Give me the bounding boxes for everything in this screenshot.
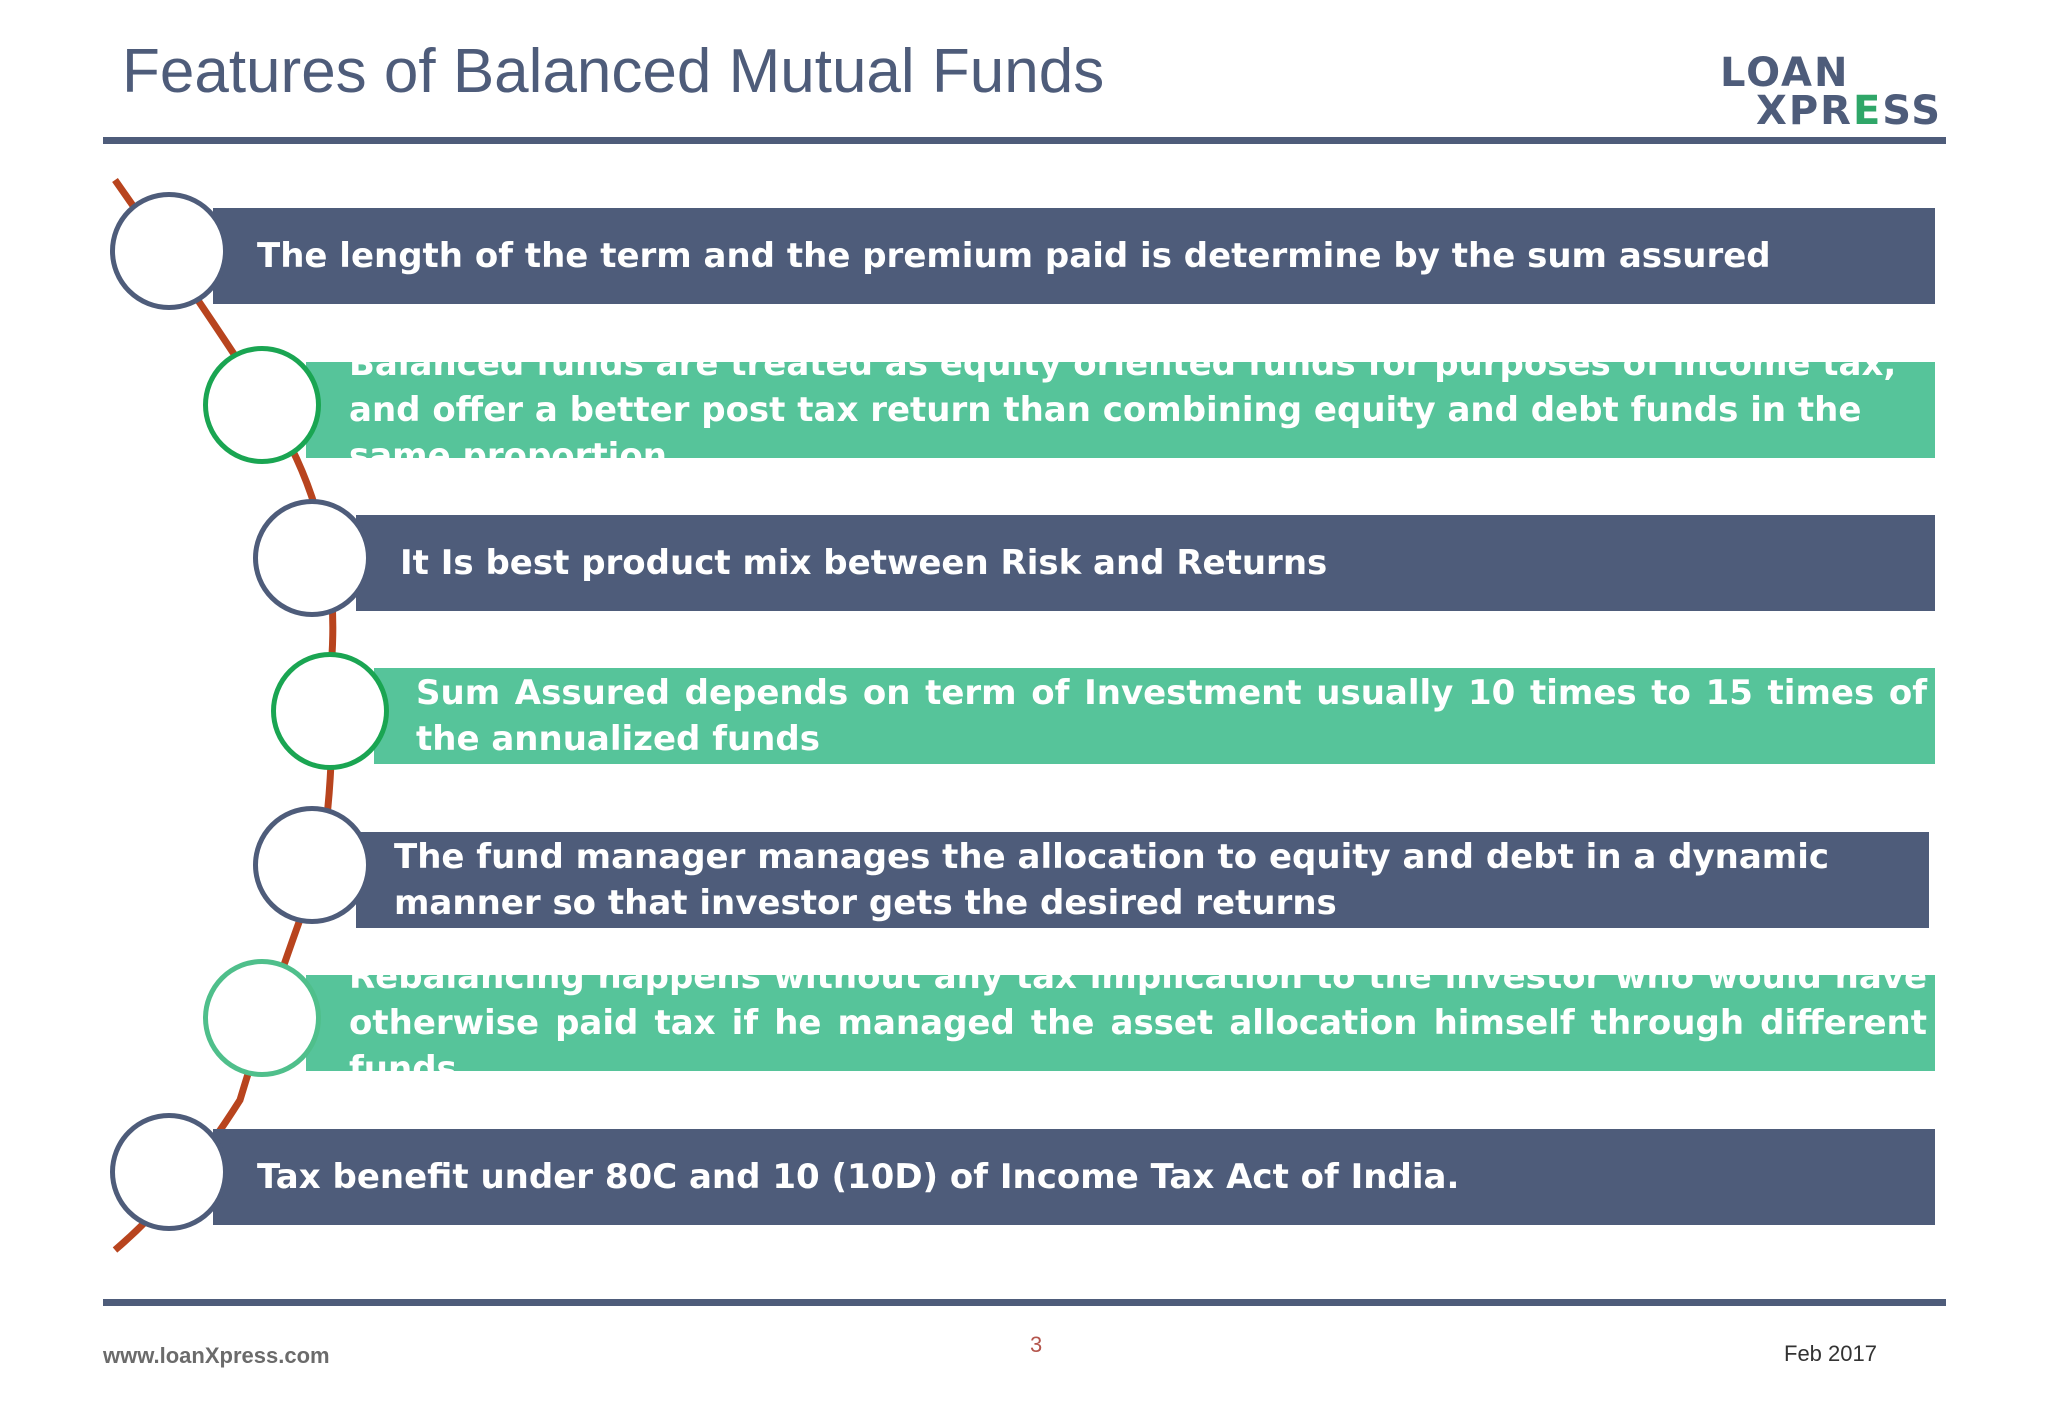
- feature-bar-7: Tax benefit under 80C and 10 (10D) of In…: [213, 1129, 1935, 1225]
- feature-marker-4: [271, 652, 389, 770]
- feature-marker-3: [253, 499, 371, 617]
- feature-text-4: Sum Assured depends on term of Investmen…: [416, 673, 1927, 759]
- feature-marker-2: [203, 346, 321, 464]
- header-divider: [103, 137, 1946, 144]
- feature-text-2: Balanced funds are treated as equity ori…: [349, 344, 1897, 476]
- footer-divider: [103, 1299, 1946, 1306]
- feature-bar-1: The length of the term and the premium p…: [213, 208, 1935, 304]
- page-number: 3: [1030, 1332, 1043, 1357]
- feature-text-5: The fund manager manages the allocation …: [394, 837, 1830, 923]
- feature-text-3: It Is best product mix between Risk and …: [400, 543, 1328, 583]
- loanxpress-logo: LOAN XPRESS: [1718, 50, 1946, 134]
- feature-bar-5: The fund manager manages the allocation …: [356, 832, 1929, 928]
- feature-bar-6: Rebalancing happens without any tax impl…: [306, 957, 1935, 1089]
- feature-marker-6: [203, 959, 321, 1077]
- feature-marker-5: [253, 806, 371, 924]
- page-title: Features of Balanced Mutual Funds: [122, 37, 1105, 106]
- feature-bar-3: It Is best product mix between Risk and …: [356, 515, 1935, 611]
- feature-marker-1: [110, 192, 228, 310]
- footer-website-link[interactable]: www.loanXpress.com: [103, 1343, 330, 1368]
- footer-date: Feb 2017: [1784, 1341, 1877, 1366]
- feature-text-1: The length of the term and the premium p…: [257, 236, 1771, 276]
- logo-line-2: XPRESS: [1756, 88, 1943, 134]
- feature-bar-2: Balanced funds are treated as equity ori…: [306, 344, 1935, 476]
- feature-text-6: Rebalancing happens without any tax impl…: [349, 957, 1927, 1089]
- feature-text-7: Tax benefit under 80C and 10 (10D) of In…: [257, 1157, 1460, 1197]
- logo-line-1: LOAN: [1720, 50, 1850, 96]
- feature-bar-4: Sum Assured depends on term of Investmen…: [374, 668, 1935, 764]
- feature-marker-7: [110, 1113, 228, 1231]
